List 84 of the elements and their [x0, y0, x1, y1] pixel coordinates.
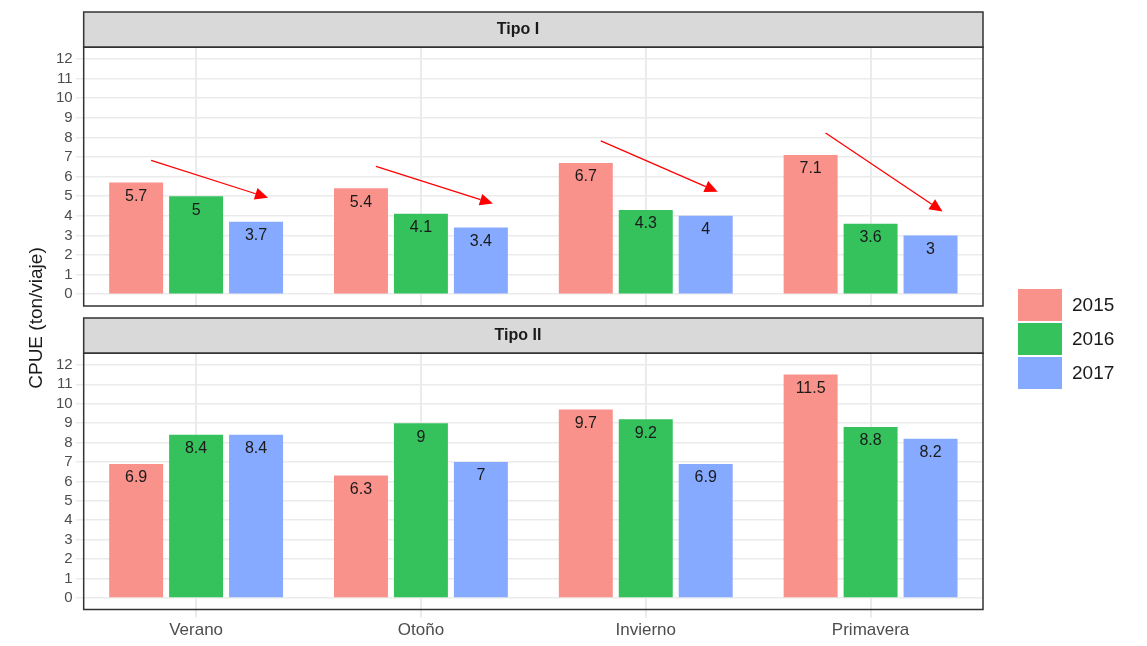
- data-label: 3: [926, 239, 936, 257]
- bar: [678, 215, 733, 294]
- bar: [783, 374, 838, 598]
- y-tick-label: 0: [64, 284, 73, 302]
- legend-label: 2016: [1072, 328, 1115, 350]
- data-label: 5.7: [125, 186, 148, 204]
- chart-title: Tipo II: [494, 326, 542, 344]
- legend-label: 2017: [1072, 362, 1115, 384]
- data-label: 6.9: [694, 468, 717, 486]
- y-tick-label: 6: [64, 471, 73, 489]
- data-label: 7: [476, 466, 486, 484]
- data-label: 9: [416, 427, 426, 445]
- data-label: 7.1: [799, 159, 822, 177]
- y-tick-label: 4: [64, 205, 73, 223]
- data-label: 4: [701, 220, 711, 238]
- x-tick-label: Primavera: [831, 620, 910, 640]
- y-tick-label: 3: [64, 225, 73, 243]
- bar: [109, 463, 164, 598]
- data-label: 11.5: [795, 378, 826, 396]
- y-tick-label: 1: [64, 568, 73, 586]
- data-label: 4.3: [634, 214, 657, 232]
- y-tick-label: 7: [64, 147, 73, 165]
- x-tick-label: Verano: [169, 620, 224, 640]
- bar: [229, 434, 284, 598]
- bar: [169, 434, 224, 598]
- y-tick-label: 10: [56, 88, 73, 106]
- y-tick-label: 2: [64, 245, 73, 263]
- bar: [618, 419, 673, 598]
- bar: [558, 162, 613, 294]
- bar: [558, 409, 613, 598]
- y-tick-label: 6: [64, 166, 73, 184]
- bar: [333, 475, 388, 598]
- y-tick-label: 12: [56, 355, 73, 372]
- y-tick-label: 1: [64, 264, 73, 282]
- y-tick-label: 3: [64, 529, 73, 547]
- chart-title: Tipo I: [496, 20, 540, 38]
- bar: [453, 461, 508, 598]
- y-tick-label: 0: [64, 588, 73, 606]
- y-axis-title: CPUE (ton/viaje): [25, 247, 47, 389]
- data-label: 8.2: [919, 443, 942, 461]
- bar: [678, 463, 733, 598]
- y-tick-label: 8: [64, 127, 73, 145]
- bar: [453, 227, 508, 294]
- data-label: 6.9: [125, 468, 148, 486]
- data-label: 8.4: [244, 439, 268, 457]
- data-label: 6.3: [349, 479, 373, 497]
- y-tick-label: 9: [64, 413, 73, 431]
- y-tick-label: 12: [56, 49, 73, 67]
- y-tick-label: 8: [64, 432, 73, 450]
- bar: [783, 155, 838, 294]
- data-label: 3.4: [469, 231, 493, 249]
- x-tick-label: Otoño: [397, 620, 445, 640]
- bar: [333, 188, 388, 294]
- data-label: 9.7: [574, 413, 598, 431]
- data-label: 8.8: [859, 431, 882, 449]
- bar: [843, 427, 898, 598]
- y-tick-label: 4: [64, 510, 73, 528]
- data-label: 8.4: [184, 439, 208, 457]
- bar: [393, 423, 448, 598]
- bar: [843, 223, 898, 294]
- bar: [109, 182, 164, 294]
- y-tick-label: 11: [57, 374, 73, 392]
- bar: [229, 221, 284, 294]
- bar: [618, 209, 673, 294]
- legend-label: 2015: [1072, 294, 1115, 316]
- bar: [903, 438, 958, 598]
- data-label: 5.4: [349, 192, 373, 210]
- data-label: 6.7: [574, 167, 598, 185]
- data-label: 3.7: [244, 226, 268, 244]
- bar: [169, 196, 224, 294]
- data-label: 3.6: [859, 228, 882, 246]
- y-tick-label: 10: [56, 393, 73, 411]
- y-tick-label: 2: [64, 549, 73, 567]
- data-label: 4.1: [409, 218, 433, 236]
- data-label: 9.2: [634, 423, 657, 441]
- data-label: 5: [191, 200, 201, 218]
- y-tick-label: 11: [57, 68, 73, 86]
- y-tick-label: 5: [64, 186, 73, 204]
- bar: [903, 235, 958, 294]
- y-tick-label: 7: [64, 452, 73, 470]
- y-tick-label: 5: [64, 490, 73, 508]
- bar: [393, 213, 448, 294]
- y-tick-label: 9: [64, 107, 73, 125]
- x-tick-label: Invierno: [615, 620, 676, 640]
